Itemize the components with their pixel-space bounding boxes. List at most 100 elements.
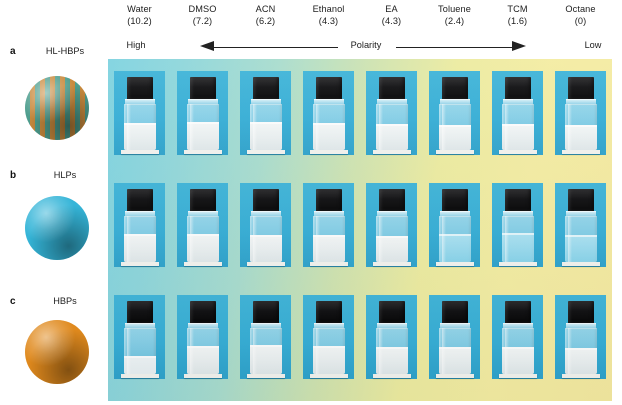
vial-base-strip — [246, 374, 285, 378]
vial-cell-hbps-acn — [234, 291, 297, 387]
glass-highlight — [316, 328, 321, 374]
vial-body — [123, 104, 156, 150]
vial-body — [501, 328, 534, 374]
panel-title-hlps: HLPs — [53, 170, 77, 180]
liquid-meniscus — [249, 235, 282, 237]
vial-cell-hl-hbps-dmso — [171, 67, 234, 163]
vial-base-strip — [246, 262, 285, 266]
glass-highlight — [505, 216, 510, 262]
vial-cell-hbps-tcm — [486, 291, 549, 387]
solvent-polarity-value: (10.2) — [127, 16, 152, 26]
solvent-polarity-value: (1.6) — [507, 16, 528, 26]
vial-neck — [250, 323, 281, 329]
vial-cell-hbps-water — [108, 291, 171, 387]
column-header-ethanol: Ethanol (4.3) — [297, 3, 360, 27]
vial-cap — [504, 77, 531, 99]
solvent-polarity-value: (6.2) — [255, 16, 276, 26]
vial-cell-hl-hbps-ethanol — [297, 67, 360, 163]
vial — [372, 189, 411, 266]
column-header-acn: ACN (6.2) — [234, 3, 297, 27]
vial-base-strip — [435, 262, 474, 266]
vial — [246, 189, 285, 266]
arrow-right-icon — [512, 41, 526, 51]
vial-base-strip — [498, 374, 537, 378]
vial-base-strip — [498, 262, 537, 266]
vial-body — [375, 216, 408, 262]
vial — [246, 77, 285, 154]
orange-sphere-icon — [25, 320, 89, 384]
vial-cap — [441, 77, 468, 99]
vial-body — [312, 328, 345, 374]
vial-base-strip — [435, 150, 474, 154]
vial-body — [249, 104, 282, 150]
liquid-meniscus — [123, 356, 156, 358]
vial-base-strip — [120, 374, 159, 378]
solvent-name: Ethanol — [312, 4, 345, 14]
polarity-high-label: High — [126, 40, 146, 50]
liquid-meniscus — [186, 346, 219, 348]
vial-base-strip — [372, 262, 411, 266]
glass-highlight — [127, 216, 132, 262]
vial-cell-hbps-ea — [360, 291, 423, 387]
striped-sphere-icon — [25, 76, 89, 140]
polarity-left-line — [213, 47, 338, 49]
column-header-dmso: DMSO (7.2) — [171, 3, 234, 27]
liquid-meniscus — [312, 235, 345, 237]
panel-letter-a: a — [10, 46, 16, 57]
liquid-meniscus — [186, 234, 219, 236]
vial-cell-hlps-water — [108, 179, 171, 275]
glass-highlight — [316, 216, 321, 262]
vial-body — [312, 104, 345, 150]
vial — [561, 301, 600, 378]
vial-base-strip — [561, 374, 600, 378]
glass-highlight — [442, 328, 447, 374]
vial — [183, 77, 222, 154]
arrow-left-icon — [200, 41, 214, 51]
vial-neck — [187, 99, 218, 105]
vial-cell-hl-hbps-tcm — [486, 67, 549, 163]
vial-base-strip — [372, 150, 411, 154]
vial-cap — [378, 189, 405, 211]
vial-base-strip — [498, 150, 537, 154]
vial-neck — [313, 323, 344, 329]
vial-neck — [250, 99, 281, 105]
vial-cap — [315, 301, 342, 323]
sphere-shading — [25, 76, 89, 140]
glass-highlight — [568, 216, 573, 262]
sphere-shading — [25, 196, 89, 260]
vial — [498, 301, 537, 378]
vial-cell-hlps-ethanol — [297, 179, 360, 275]
vial — [498, 189, 537, 266]
vial-neck — [124, 323, 155, 329]
solvent-polarity-value: (4.3) — [318, 16, 339, 26]
glass-highlight — [379, 216, 384, 262]
vial-cell-hl-hbps-octane — [549, 67, 612, 163]
column-headers: Water (10.2) DMSO (7.2) ACN (6.2) Ethanol (4.3)… — [108, 0, 622, 34]
vial-cap — [189, 301, 216, 323]
vial-cell-hlps-ea — [360, 179, 423, 275]
vial-cell-hl-hbps-ea — [360, 67, 423, 163]
vial-base-strip — [561, 150, 600, 154]
vial-body — [186, 216, 219, 262]
liquid-meniscus — [249, 122, 282, 124]
liquid-meniscus — [564, 348, 597, 350]
liquid-meniscus — [564, 125, 597, 127]
vial-cap — [378, 301, 405, 323]
vial-neck — [565, 323, 596, 329]
liquid-meniscus — [501, 233, 534, 235]
liquid-meniscus — [375, 236, 408, 238]
vial — [498, 77, 537, 154]
panel-letter-c: c — [10, 296, 16, 307]
vial-base-strip — [120, 150, 159, 154]
vial-base-strip — [372, 374, 411, 378]
vial-cell-hlps-dmso — [171, 179, 234, 275]
vial-body — [312, 216, 345, 262]
cyan-sphere-icon — [25, 196, 89, 260]
vial-cap — [504, 189, 531, 211]
column-header-tcm: TCM (1.6) — [486, 3, 549, 27]
vial — [561, 77, 600, 154]
panel-title-hbps: HBPs — [53, 296, 77, 306]
liquid-meniscus — [123, 123, 156, 125]
vial-cap — [441, 301, 468, 323]
vial-cell-hlps-acn — [234, 179, 297, 275]
